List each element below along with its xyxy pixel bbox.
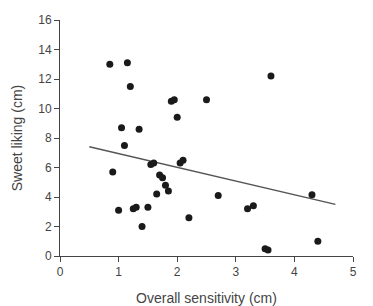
svg-text:2: 2 [45, 220, 52, 234]
svg-text:5: 5 [350, 265, 357, 279]
svg-text:Overall sensitivity (cm): Overall sensitivity (cm) [136, 290, 277, 306]
svg-text:14: 14 [38, 43, 52, 57]
svg-text:4: 4 [291, 265, 298, 279]
svg-text:0: 0 [45, 249, 52, 263]
svg-text:Sweet liking (cm): Sweet liking (cm) [9, 85, 25, 192]
svg-text:8: 8 [45, 131, 52, 145]
svg-text:3: 3 [232, 265, 239, 279]
svg-text:1: 1 [115, 265, 122, 279]
svg-text:12: 12 [38, 72, 52, 86]
svg-text:2: 2 [174, 265, 181, 279]
svg-text:6: 6 [45, 161, 52, 175]
svg-text:0: 0 [57, 265, 64, 279]
svg-text:16: 16 [38, 13, 52, 27]
svg-text:10: 10 [38, 102, 52, 116]
svg-text:4: 4 [45, 190, 52, 204]
